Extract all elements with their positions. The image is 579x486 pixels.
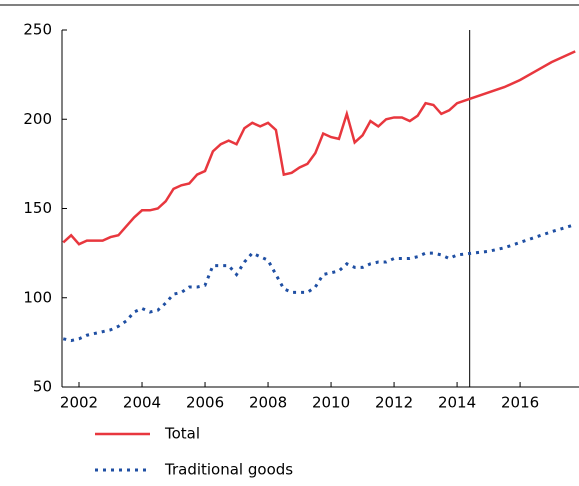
series-line [62, 223, 576, 343]
x-tick-label: 2012 [375, 394, 413, 412]
y-tick-label: 50 [33, 378, 52, 396]
y-tick-label: 250 [23, 21, 52, 39]
y-tick-label: 200 [23, 110, 52, 128]
x-tick-label: 2006 [186, 394, 224, 412]
y-tick-label: 150 [23, 199, 52, 217]
series-line [62, 50, 576, 246]
x-tick-label: 2002 [60, 394, 98, 412]
legend-label: Traditional goods [164, 461, 293, 479]
x-tick-label: 2008 [249, 394, 287, 412]
legend-label: Total [164, 425, 200, 443]
x-tick-label: 2014 [438, 394, 476, 412]
x-tick-label: 2004 [123, 394, 161, 412]
y-tick-label: 100 [23, 288, 52, 306]
x-tick-label: 2010 [312, 394, 350, 412]
x-tick-label: 2016 [501, 394, 539, 412]
